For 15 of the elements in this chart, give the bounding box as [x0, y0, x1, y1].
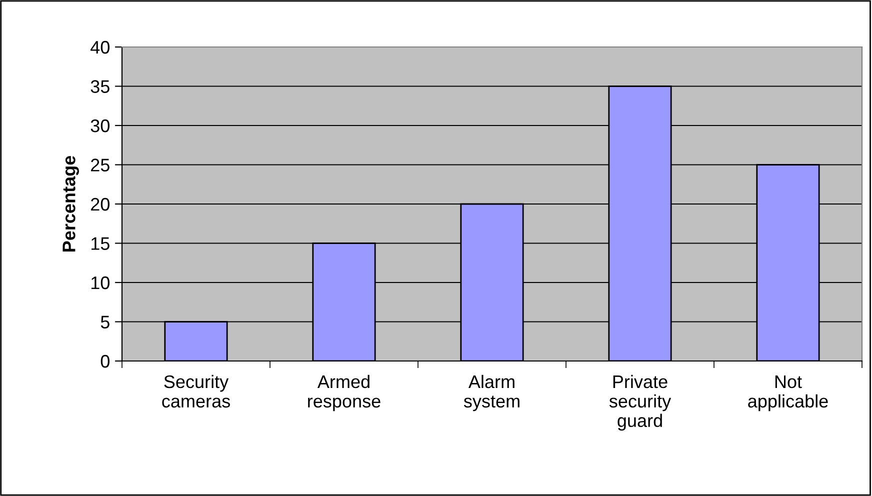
x-tick-label: Not applicable: [748, 376, 828, 412]
y-tick-label: 30: [90, 119, 110, 132]
y-tick-label: 35: [90, 80, 110, 93]
x-tick-label: Armed response: [308, 374, 380, 412]
y-tick-label: 10: [91, 276, 110, 290]
y-tick-label: 0: [100, 354, 110, 368]
y-axis-title: Percentage: [62, 156, 79, 252]
x-tick-label: Security cameras: [162, 374, 230, 408]
x-tick-label: Private security guard: [609, 374, 672, 431]
y-tick-label: 25: [91, 158, 110, 172]
y-tick-label: 15: [91, 237, 110, 250]
y-tick-label: 5: [100, 316, 110, 328]
y-tick-label: 40: [90, 40, 110, 54]
x-tick-label: Alarm system: [464, 374, 520, 412]
y-tick-label: 20: [91, 198, 110, 211]
